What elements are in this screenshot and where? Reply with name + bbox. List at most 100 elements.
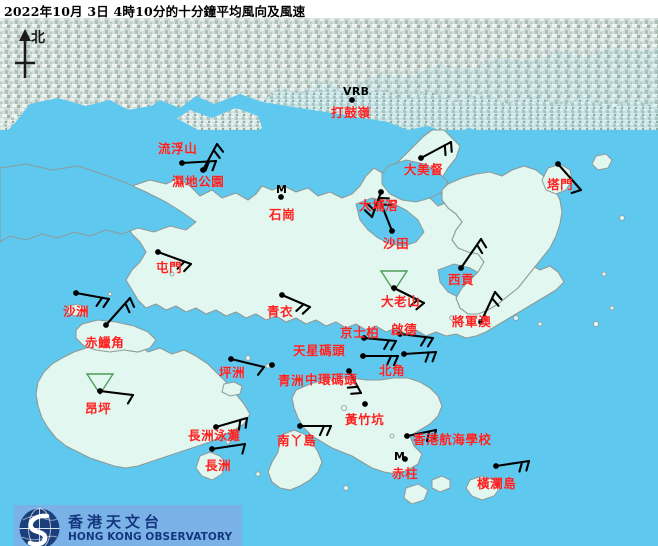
wind-barb-tail [126, 393, 135, 405]
wind-station [73, 290, 111, 309]
wind-station [103, 296, 136, 328]
wind-barb-tail [241, 442, 247, 455]
wind-barb-tail [419, 336, 428, 347]
station-label: 西貢 [448, 272, 475, 287]
wind-barb-shaft [479, 290, 497, 324]
wind-station [404, 428, 438, 443]
wind-barb-tail [318, 424, 326, 437]
logo-english-name: HONG KONG OBSERVATORY [68, 531, 233, 544]
station-dot [179, 160, 185, 166]
logo-chinese-name: 香港天文台 [68, 512, 164, 531]
wind-barb-tail [493, 290, 503, 301]
wind-station [278, 194, 284, 200]
station-dot [391, 285, 397, 291]
station-dot [269, 362, 275, 368]
wind-barb-tail [95, 296, 104, 307]
station-dot [458, 265, 464, 271]
station-dot [349, 97, 355, 103]
station-dot [155, 249, 161, 255]
wind-barb-shaft [210, 442, 247, 451]
wind-barb-shaft [556, 162, 583, 192]
gale-triangle-icon [85, 373, 115, 396]
station-dot [478, 319, 484, 325]
wind-barb-tail [237, 418, 242, 431]
station-label: 香港航海學校 [413, 432, 492, 447]
wind-barb-tail [518, 460, 524, 473]
station-dot [362, 401, 368, 407]
wind-barb-shaft [229, 357, 266, 369]
station-label: 將軍澳 [452, 314, 492, 329]
station-dot [213, 424, 219, 430]
station-label: 大埔滘 [359, 198, 399, 213]
station-dot [378, 189, 384, 195]
wind-barb-tail [124, 302, 131, 314]
wind-barb-tail [415, 301, 426, 311]
wind-barb-tail [409, 298, 419, 308]
wind-barb-shaft [419, 140, 453, 160]
station-label: 中環碼頭 [305, 372, 358, 387]
wind-barb-tail [385, 354, 393, 367]
wind-station [360, 353, 400, 367]
wind-station [346, 368, 363, 395]
station-label: 黃竹坑 [345, 412, 385, 427]
map-graphic [0, 18, 658, 546]
wind-station [401, 350, 438, 363]
station-label: 沙田 [383, 236, 410, 251]
station-dot [209, 446, 215, 452]
station-label: 青洲 [278, 373, 305, 388]
station-label: 大美督 [404, 162, 444, 177]
station-label: 青衣 [267, 304, 294, 319]
wind-station [209, 442, 247, 455]
wind-station [363, 189, 384, 219]
wind-barb-tail [215, 142, 225, 153]
station-dot [297, 423, 303, 429]
wind-barb-tail [102, 297, 111, 309]
wind-barb-tail [424, 351, 431, 363]
wind-station [349, 97, 355, 103]
title-bar: 2022年10月 3日 4時10分的十分鐘平均風向及風速 [0, 0, 658, 19]
wind-barb-shaft [494, 459, 531, 468]
station-dot [361, 335, 367, 341]
station-label: 屯門 [156, 260, 183, 275]
wind-station [493, 459, 531, 473]
station-label: 長洲 [205, 458, 232, 473]
station-dot [279, 292, 285, 298]
wind-station [377, 196, 395, 234]
wind-station [361, 335, 398, 351]
wind-station [379, 270, 426, 311]
station-label: 沙洲 [63, 304, 90, 319]
wind-barb-tail [475, 243, 484, 255]
wind-barb-layer [73, 97, 583, 473]
gale-triangle-icon [379, 270, 409, 293]
hko-logo-icon [19, 508, 60, 546]
station-label: 北角 [379, 363, 406, 378]
wind-barb-shaft [201, 142, 219, 172]
station-label: 啟德 [391, 322, 418, 337]
wind-barb-tail [244, 416, 249, 429]
station-label: 濕地公園 [172, 174, 225, 189]
wind-barb-tail [525, 459, 531, 472]
station-dot [389, 228, 395, 234]
wind-barb-tail [426, 430, 431, 443]
wind-barb-tail [443, 144, 447, 157]
wind-station [200, 142, 225, 173]
wind-station [402, 456, 408, 462]
wind-station [397, 331, 435, 348]
station-dot [402, 456, 408, 462]
wind-barb-shaft [370, 190, 383, 219]
wind-barb-shaft [362, 336, 398, 343]
wind-barb-tail [426, 336, 435, 348]
station-dot [555, 161, 561, 167]
station-label: 昂坪 [85, 401, 112, 416]
wind-barb-shaft [392, 286, 426, 305]
missing-data-flag: M [276, 183, 288, 196]
wind-barb-tail [204, 160, 211, 172]
wind-barb-shaft [180, 159, 218, 165]
wind-barb-shaft [402, 350, 438, 356]
station-label: 石崗 [269, 207, 296, 222]
station-label: 橫瀾島 [477, 476, 517, 491]
station-dot [401, 351, 407, 357]
station-label: 京士柏 [340, 325, 380, 340]
wind-barb-shaft [214, 416, 249, 429]
wind-barb-tail [295, 303, 305, 312]
